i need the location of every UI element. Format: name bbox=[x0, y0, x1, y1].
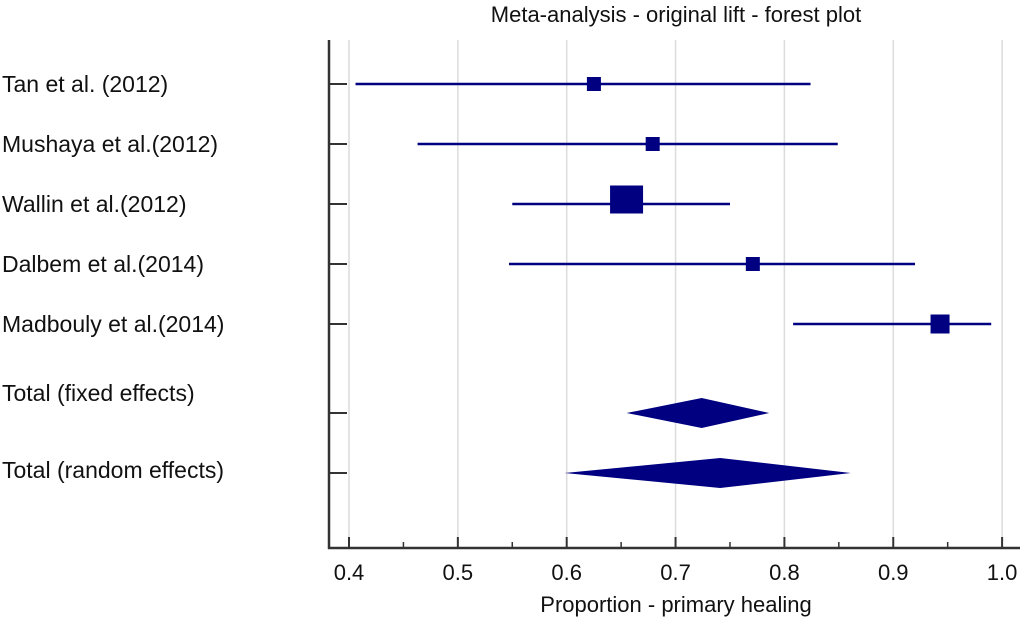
x-axis-label: Proportion - primary healing bbox=[540, 592, 811, 617]
marks bbox=[355, 77, 992, 488]
x-tick-label: 0.4 bbox=[334, 560, 365, 585]
point-estimate bbox=[745, 257, 760, 271]
x-tick-label: 0.9 bbox=[878, 560, 909, 585]
x-tick-label: 0.6 bbox=[551, 560, 582, 585]
study-label: Wallin et al.(2012) bbox=[2, 191, 187, 217]
study-label: Madbouly et al.(2014) bbox=[2, 311, 224, 337]
x-tick-label: 1.0 bbox=[987, 560, 1018, 585]
x-tick-label: 0.8 bbox=[769, 560, 800, 585]
point-estimate bbox=[610, 185, 644, 214]
point-estimate bbox=[645, 137, 660, 151]
study-label: Dalbem et al.(2014) bbox=[2, 251, 204, 277]
pooled-diamond bbox=[626, 398, 770, 428]
x-tick-label: 0.5 bbox=[443, 560, 474, 585]
study-labels: Tan et al. (2012) Mushaya et al.(2012) Wal… bbox=[2, 71, 224, 483]
axes: 0.4 0.5 0.6 0.7 0.8 0.9 1.0 bbox=[327, 40, 1020, 585]
pooled-label: Total (fixed effects) bbox=[2, 380, 195, 406]
study-label: Tan et al. (2012) bbox=[2, 71, 168, 97]
point-estimate bbox=[586, 77, 601, 91]
point-estimate bbox=[930, 314, 950, 334]
pooled-diamond bbox=[564, 458, 851, 488]
gridlines bbox=[348, 40, 1003, 548]
x-tick-label: 0.7 bbox=[660, 560, 691, 585]
pooled-label: Total (random effects) bbox=[2, 457, 224, 483]
study-label: Mushaya et al.(2012) bbox=[2, 131, 218, 157]
chart-title: Meta-analysis - original lift - forest p… bbox=[491, 2, 861, 27]
